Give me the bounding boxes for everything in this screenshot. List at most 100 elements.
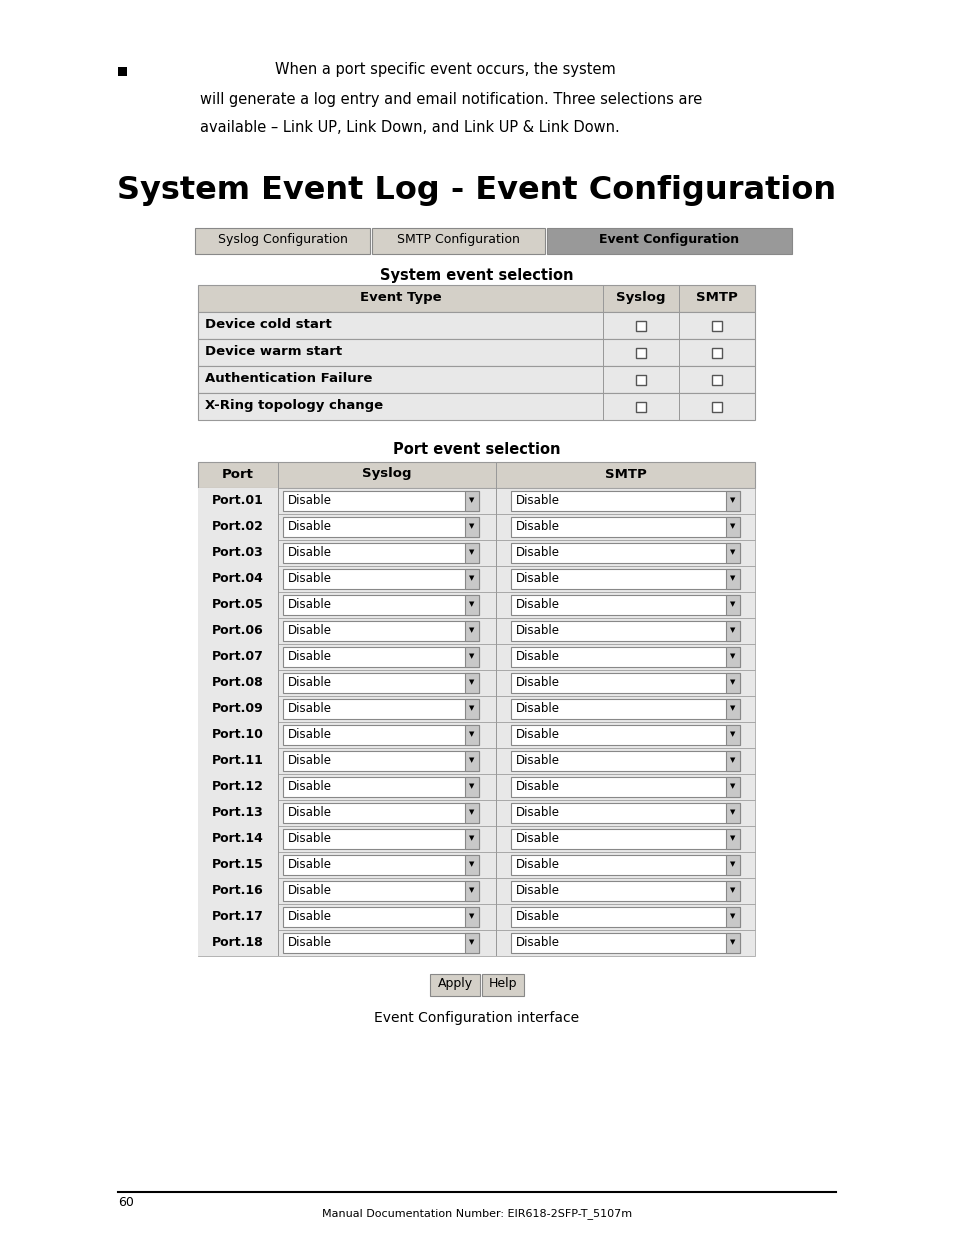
Bar	[198, 697, 754, 722]
Bar	[283, 569, 478, 589]
Text: X-Ring topology change: X-Ring topology change	[205, 399, 383, 412]
Bar	[198, 366, 754, 393]
Text: Port.04: Port.04	[212, 572, 264, 584]
Bar	[198, 566, 754, 592]
Bar	[277, 592, 278, 618]
Text: ▼: ▼	[469, 601, 475, 606]
Bar	[198, 643, 754, 671]
Text: will generate a log entry and email notification. Three selections are: will generate a log entry and email noti…	[200, 91, 701, 107]
Bar	[283, 492, 478, 511]
Text: Port.01: Port.01	[212, 494, 264, 506]
Text: Disable: Disable	[288, 883, 332, 897]
Text: System event selection: System event selection	[380, 268, 573, 283]
Text: ▼: ▼	[730, 679, 735, 685]
Text: Disable: Disable	[516, 753, 559, 767]
Bar	[496, 852, 497, 878]
Bar	[464, 569, 478, 589]
Bar	[511, 906, 740, 927]
Bar	[277, 930, 278, 956]
Bar	[725, 595, 740, 615]
Bar	[602, 366, 603, 393]
Text: Disable: Disable	[288, 624, 332, 636]
Bar	[496, 618, 497, 643]
Bar	[636, 321, 645, 331]
Bar	[725, 881, 740, 902]
Bar	[725, 543, 740, 563]
Bar	[283, 673, 478, 693]
Bar	[511, 492, 740, 511]
Bar	[636, 401, 645, 411]
Bar	[283, 699, 478, 719]
Bar	[496, 540, 497, 566]
Bar	[711, 347, 721, 357]
Bar	[464, 855, 478, 876]
Bar	[198, 904, 277, 930]
Bar	[464, 725, 478, 745]
Bar	[283, 932, 478, 953]
Bar	[602, 393, 603, 420]
Bar	[277, 748, 278, 774]
Bar	[118, 67, 127, 77]
Bar	[496, 774, 497, 800]
Text: Disable: Disable	[288, 753, 332, 767]
Text: ▼: ▼	[730, 627, 735, 634]
Bar	[277, 488, 278, 514]
Bar	[198, 462, 754, 488]
Bar	[711, 401, 721, 411]
Text: Device warm start: Device warm start	[205, 345, 342, 358]
Bar	[198, 826, 277, 852]
Bar	[496, 826, 497, 852]
Bar	[277, 671, 278, 697]
Text: Port.17: Port.17	[212, 909, 264, 923]
Bar	[464, 803, 478, 823]
Bar	[496, 697, 497, 722]
Bar	[283, 647, 478, 667]
Text: ▼: ▼	[730, 601, 735, 606]
Text: Disable: Disable	[288, 935, 332, 948]
Text: Disable: Disable	[516, 935, 559, 948]
Bar	[283, 829, 478, 848]
Bar	[725, 673, 740, 693]
Text: Disable: Disable	[516, 701, 559, 715]
Bar	[283, 881, 478, 902]
Text: Disable: Disable	[516, 727, 559, 741]
Text: Syslog: Syslog	[616, 291, 665, 304]
Bar	[198, 748, 754, 774]
Text: Disable: Disable	[516, 624, 559, 636]
Bar	[481, 974, 523, 995]
Bar	[511, 517, 740, 537]
Text: SMTP Configuration: SMTP Configuration	[396, 233, 519, 247]
Bar	[511, 751, 740, 771]
Bar	[464, 673, 478, 693]
Text: Disable: Disable	[516, 494, 559, 506]
Bar	[277, 540, 278, 566]
Bar	[511, 881, 740, 902]
Bar	[198, 722, 277, 748]
Bar	[198, 514, 277, 540]
Text: Authentication Failure: Authentication Failure	[205, 372, 372, 385]
Text: ▼: ▼	[469, 496, 475, 503]
Text: Disable: Disable	[288, 701, 332, 715]
Text: Disable: Disable	[288, 494, 332, 506]
Bar	[496, 566, 497, 592]
Text: Port event selection: Port event selection	[393, 442, 560, 457]
Text: Disable: Disable	[516, 857, 559, 871]
Bar	[464, 517, 478, 537]
Bar	[198, 930, 754, 956]
Bar	[198, 774, 277, 800]
Bar	[283, 751, 478, 771]
Bar	[464, 492, 478, 511]
Text: Disable: Disable	[288, 909, 332, 923]
Bar	[725, 492, 740, 511]
Bar	[277, 566, 278, 592]
Bar	[198, 826, 754, 852]
Text: Port.13: Port.13	[212, 805, 264, 819]
Text: ▼: ▼	[469, 627, 475, 634]
Bar	[725, 803, 740, 823]
Bar	[277, 774, 278, 800]
Text: Device cold start: Device cold start	[205, 317, 332, 331]
Bar	[496, 722, 497, 748]
Text: Port.05: Port.05	[212, 598, 264, 610]
Text: available – Link UP, Link Down, and Link UP & Link Down.: available – Link UP, Link Down, and Link…	[200, 120, 619, 135]
Bar	[725, 647, 740, 667]
